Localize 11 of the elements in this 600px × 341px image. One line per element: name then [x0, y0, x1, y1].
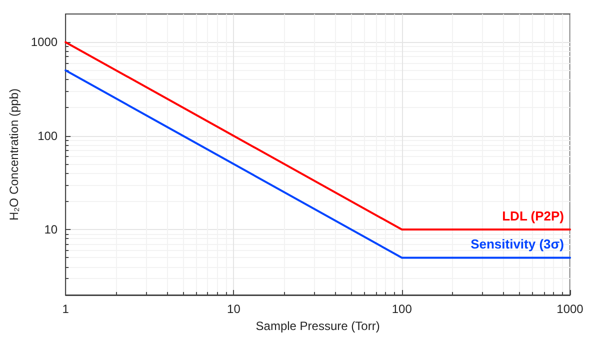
- series-label: LDL (P2P): [502, 208, 564, 224]
- y-tick-label: 100: [38, 128, 58, 143]
- x-tick-label: 100: [392, 302, 412, 316]
- y-tick-label: 10: [44, 222, 58, 237]
- y-axis-title: H₂O Concentration (ppb): [7, 88, 21, 221]
- x-tick-label: 10: [227, 302, 241, 316]
- series-label: Sensitivity (3σ): [470, 236, 564, 252]
- y-tick-label: 1000: [30, 35, 58, 50]
- x-tick-label: 1000: [556, 302, 584, 316]
- x-axis-title: Sample Pressure (Torr): [256, 318, 380, 333]
- x-tick-label: 1: [62, 302, 70, 316]
